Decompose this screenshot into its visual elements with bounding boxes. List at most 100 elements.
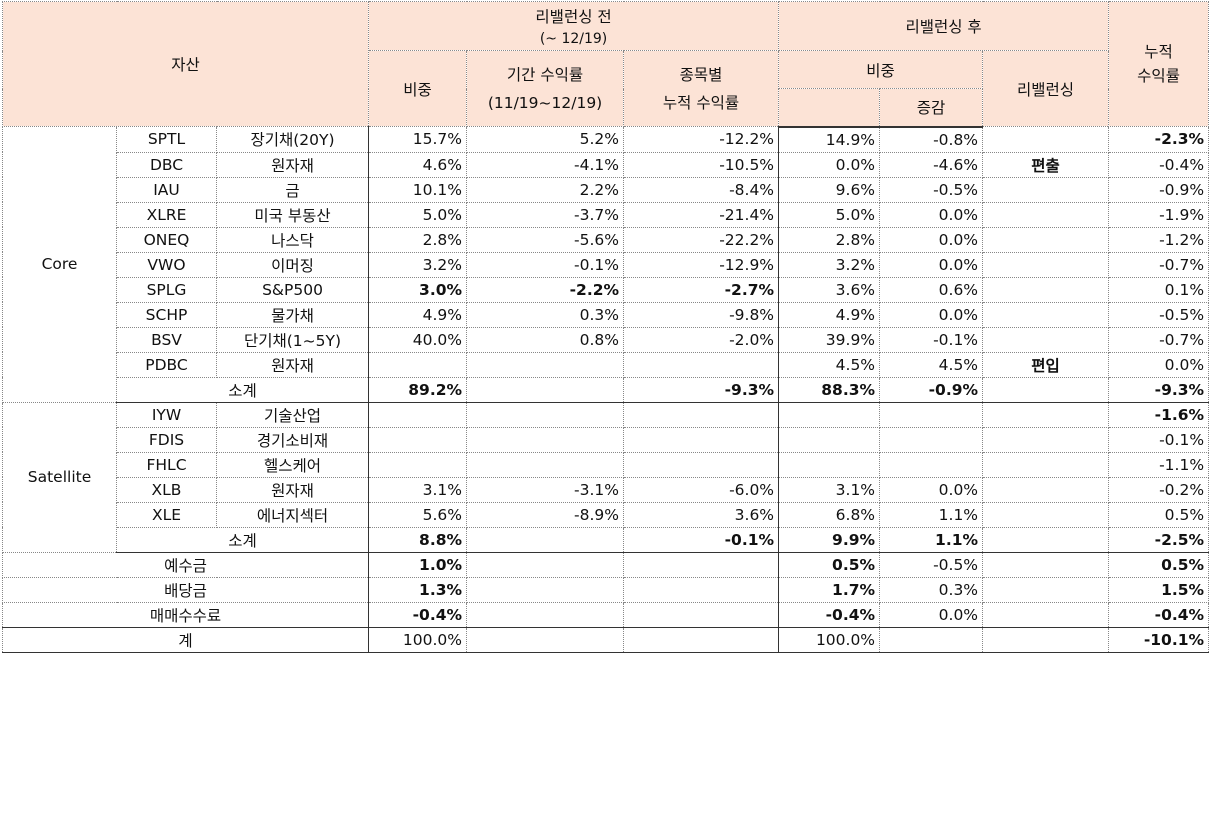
header-before: 리밸런싱 전 (~ 12/19)	[368, 1, 780, 51]
item-cum-cell: -10.5%	[623, 151, 780, 178]
period-return-cell: -2.2%	[466, 276, 625, 303]
weight-cell: 1.3%	[368, 576, 468, 603]
rebalancing-cell: 편입	[982, 351, 1110, 378]
weight-cell: 1.0%	[368, 551, 468, 578]
period-return-cell: -4.1%	[466, 151, 625, 178]
period-return-cell	[466, 401, 625, 428]
header-change: 증감	[879, 88, 984, 128]
cumulative-cell: -0.7%	[1108, 326, 1210, 353]
name-cell: 에너지섹터	[215, 501, 370, 528]
period-return-cell	[466, 526, 625, 553]
ticker-cell: SCHP	[116, 301, 217, 328]
change-cell	[879, 451, 984, 478]
item-cum-cell: -22.2%	[623, 226, 780, 253]
ticker-cell: IAU	[116, 176, 217, 203]
period-return-cell: 2.2%	[466, 176, 625, 203]
header-after: 리밸런싱 후	[778, 1, 1110, 51]
weight-cell: 4.6%	[368, 151, 468, 178]
table-row: FDIS 경기소비재 -0.1%	[3, 426, 1210, 453]
cumulative-cell: 1.5%	[1108, 576, 1210, 603]
name-cell: 원자재	[215, 351, 370, 378]
ticker-cell: FHLC	[116, 451, 217, 478]
period-return-cell: -5.6%	[466, 226, 625, 253]
change-cell: 0.0%	[879, 201, 984, 228]
change-cell: 0.0%	[879, 301, 984, 328]
ticker-cell: VWO	[116, 251, 217, 278]
cumulative-cell: 0.1%	[1108, 276, 1210, 303]
name-cell: 단기채(1~5Y)	[215, 326, 370, 353]
weight-cell	[368, 401, 468, 428]
ticker-cell: SPTL	[116, 126, 217, 153]
name-cell: 경기소비재	[215, 426, 370, 453]
cumulative-cell: -1.9%	[1108, 201, 1210, 228]
category-satellite: Satellite	[2, 401, 117, 553]
weight-cell: 10.1%	[368, 176, 468, 203]
table-row: IAU 금 10.1% 2.2% -8.4% 9.6% -0.5% -0.9%	[3, 176, 1210, 203]
after-weight-cell: 1.7%	[778, 576, 881, 603]
rebalancing-cell	[982, 626, 1110, 653]
rebalancing-cell	[982, 301, 1110, 328]
after-weight-cell: 3.1%	[778, 476, 881, 503]
cumulative-cell: -9.3%	[1108, 376, 1210, 403]
ticker-cell: IYW	[116, 401, 217, 428]
weight-cell: 2.8%	[368, 226, 468, 253]
subtotal-row: 소계 8.8% -0.1% 9.9% 1.1% -2.5%	[3, 526, 1210, 553]
change-cell: 0.0%	[879, 601, 984, 628]
period-return-cell	[466, 451, 625, 478]
after-weight-cell: 2.8%	[778, 226, 881, 253]
ticker-cell: XLE	[116, 501, 217, 528]
item-cum-cell: -21.4%	[623, 201, 780, 228]
weight-cell: 3.2%	[368, 251, 468, 278]
period-return-cell	[466, 576, 625, 603]
weight-cell: 5.6%	[368, 501, 468, 528]
table-row: Core SPTL 장기채(20Y) 15.7% 5.2% -12.2% 14.…	[2, 126, 1210, 403]
cumulative-cell: 0.5%	[1108, 501, 1210, 528]
extra-label: 배당금	[1, 576, 370, 603]
table-row: VWO 이머징 3.2% -0.1% -12.9% 3.2% 0.0% -0.7…	[3, 251, 1210, 278]
total-label: 계	[1, 626, 370, 653]
table-row: SPLG S&P500 3.0% -2.2% -2.7% 3.6% 0.6% 0…	[3, 276, 1210, 303]
weight-cell: -0.4%	[368, 601, 468, 628]
rebalancing-cell	[982, 326, 1110, 353]
ticker-cell: DBC	[116, 151, 217, 178]
after-weight-cell: 0.5%	[778, 551, 881, 578]
item-cum-cell: -9.8%	[623, 301, 780, 328]
after-weight-cell: 6.8%	[778, 501, 881, 528]
period-return-cell: 0.3%	[466, 301, 625, 328]
change-cell: -0.8%	[879, 126, 984, 153]
change-cell: 1.1%	[879, 501, 984, 528]
after-weight-cell	[778, 401, 881, 428]
table-row: XLB 원자재 3.1% -3.1% -6.0% 3.1% 0.0% -0.2%	[3, 476, 1210, 503]
extra-row: 예수금 1.0% 0.5% -0.5% 0.5%	[1, 551, 1210, 578]
name-cell: 헬스케어	[215, 451, 370, 478]
period-return-cell: -3.7%	[466, 201, 625, 228]
rebalancing-cell	[982, 476, 1110, 503]
name-cell: 이머징	[215, 251, 370, 278]
ticker-cell: XLB	[116, 476, 217, 503]
header-weight: 비중	[368, 50, 468, 127]
item-cum-cell: -0.1%	[623, 526, 780, 553]
table-row: XLRE 미국 부동산 5.0% -3.7% -21.4% 5.0% 0.0% …	[3, 201, 1210, 228]
cumulative-cell: -0.9%	[1108, 176, 1210, 203]
cumulative-cell: 0.5%	[1108, 551, 1210, 578]
item-cum-cell	[623, 626, 780, 653]
period-return-cell: -0.1%	[466, 251, 625, 278]
change-cell: -4.6%	[879, 151, 984, 178]
table-row: Satellite IYW 기술산업 -1.6%	[2, 401, 1210, 553]
name-cell: 나스닥	[215, 226, 370, 253]
weight-cell: 8.8%	[368, 526, 468, 553]
weight-cell: 3.0%	[368, 276, 468, 303]
after-weight-cell: 100.0%	[778, 626, 881, 653]
item-cum-cell: 3.6%	[623, 501, 780, 528]
weight-cell: 89.2%	[368, 376, 468, 403]
period-return-cell	[466, 376, 625, 403]
after-weight-cell: 88.3%	[778, 376, 881, 403]
weight-cell: 100.0%	[368, 626, 468, 653]
header-after-weight: 비중	[778, 50, 984, 89]
extra-label: 매매수수료	[1, 601, 370, 628]
after-weight-cell: 4.9%	[778, 301, 881, 328]
item-cum-cell: -2.7%	[623, 276, 780, 303]
after-weight-cell: 3.6%	[778, 276, 881, 303]
cumulative-cell: -10.1%	[1108, 626, 1210, 653]
after-weight-cell	[778, 426, 881, 453]
